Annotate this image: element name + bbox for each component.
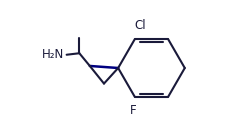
Text: H₂N: H₂N	[42, 48, 65, 61]
Text: F: F	[130, 104, 137, 117]
Text: Cl: Cl	[135, 19, 147, 32]
